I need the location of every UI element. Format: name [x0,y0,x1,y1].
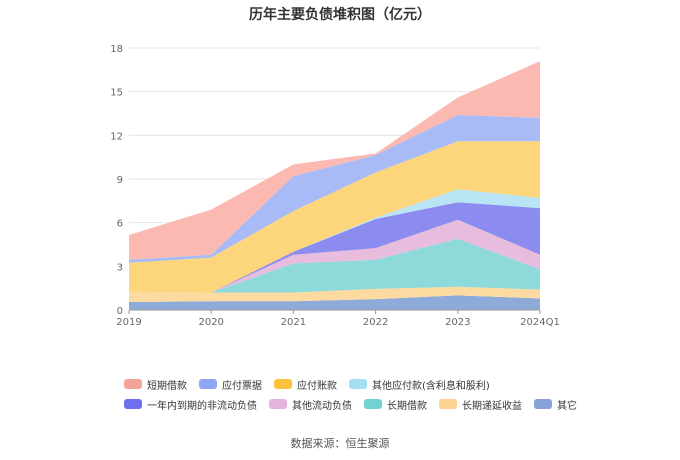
data-source-note: 数据来源：恒生聚源 [290,437,390,450]
chart-title: 历年主要负债堆积图（亿元） [249,7,431,23]
x-tick-label: 2022 [363,317,388,328]
area-series-7 [129,115,540,263]
legend-swatch [269,399,287,409]
y-tick-label: 0 [117,306,123,317]
legend-swatch [124,399,142,409]
legend-swatch [364,399,382,409]
legend-label: 一年内到期的非流动负债 [147,400,257,412]
legend-swatch [124,379,142,389]
legend-label: 短期借款 [147,380,187,392]
legend-label: 应付票据 [222,380,262,392]
y-tick-label: 3 [117,262,123,273]
legend-item[interactable]: 长期递延收益 [439,397,522,412]
legend-item[interactable]: 应付账款 [274,377,337,392]
legend-swatch [274,379,292,389]
x-tick-label: 2019 [116,317,141,328]
legend-label: 其他流动负债 [292,400,352,412]
area-series-5 [129,189,540,293]
area-series-3 [129,219,540,293]
chart-legend: 短期借款 应付票据 应付账款 其他应付款(含利息和股利) 一年内到期的非流动负债 其他流动… [124,377,594,412]
area-series-8 [129,61,540,260]
x-tick-label: 2024Q1 [520,317,560,328]
legend-item[interactable]: 应付票据 [199,377,262,392]
legend-item[interactable]: 其它 [534,397,577,412]
area-series-2 [129,238,540,293]
legend-item[interactable]: 一年内到期的非流动负债 [124,397,257,412]
legend-item[interactable]: 长期借款 [364,397,427,412]
legend-label: 其它 [557,400,577,412]
area-series-6 [129,141,540,293]
x-tick-label: 2020 [198,317,223,328]
area-series-0 [129,295,540,310]
legend-item[interactable]: 其他应付款(含利息和股利) [349,377,490,392]
area-layer [129,61,540,310]
area-series-1 [129,286,540,302]
y-tick-label: 6 [117,219,123,230]
legend-swatch [349,379,367,389]
y-tick-label: 9 [117,175,123,186]
y-tick-label: 15 [110,88,123,99]
legend-item[interactable]: 短期借款 [124,377,187,392]
legend-label: 其他应付款(含利息和股利) [372,380,490,392]
x-tick-label: 2023 [445,317,470,328]
x-tick-label: 2021 [281,317,306,328]
legend-item[interactable]: 其他流动负债 [269,397,352,412]
axis-layer: 0 3 6 9 12 15 18 2019 2020 2021 2022 2023 2024Q1 [110,44,560,328]
legend-swatch [199,379,217,389]
stacked-area-chart: 0 3 6 9 12 15 18 2019 2020 2021 2022 2023 2024Q1 [110,44,560,328]
legend-label: 长期借款 [387,400,427,412]
area-series-4 [129,202,540,293]
legend-swatch [439,399,457,409]
y-tick-label: 18 [110,44,123,55]
legend-label: 应付账款 [297,380,337,392]
y-tick-label: 12 [110,131,123,142]
legend-swatch [534,399,552,409]
legend-label: 长期递延收益 [462,400,522,412]
